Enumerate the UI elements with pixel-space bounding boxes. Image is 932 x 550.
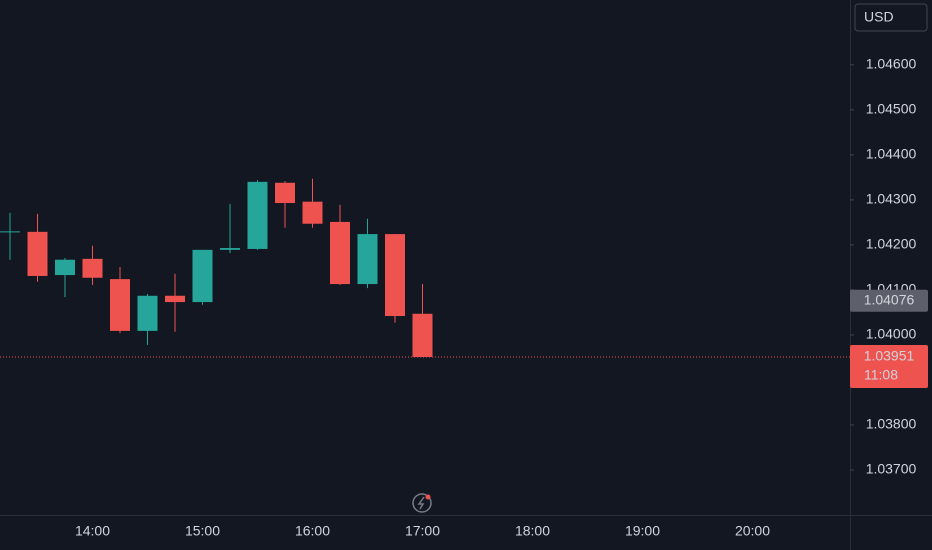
x-tick-label: 18:00 xyxy=(515,523,550,539)
y-tick-label: 1.04300 xyxy=(866,191,917,207)
y-tick-label: 1.04000 xyxy=(866,326,917,342)
candle-body xyxy=(27,231,48,276)
y-tick-label: 1.04200 xyxy=(866,236,917,252)
y-tick-label: 1.04500 xyxy=(866,101,917,117)
currency[interactable]: USD xyxy=(864,9,894,25)
last-price-box xyxy=(850,344,928,388)
x-tick-label: 20:00 xyxy=(735,523,770,539)
marker-price-label: 1.04076 xyxy=(864,291,915,307)
y-tick-label: 1.03700 xyxy=(866,461,917,477)
candle-body xyxy=(275,182,295,204)
x-tick-label: 16:00 xyxy=(295,523,330,539)
candle-body xyxy=(302,201,323,224)
x-tick-label: 19:00 xyxy=(625,523,660,539)
candle-body xyxy=(110,279,130,331)
candle-body xyxy=(82,258,103,278)
candle-body xyxy=(192,249,213,303)
x-tick-label: 17:00 xyxy=(405,523,440,539)
candle-body xyxy=(220,248,240,250)
candle-body xyxy=(137,295,158,331)
y-tick-label: 1.03800 xyxy=(866,416,917,432)
candle-body xyxy=(385,234,405,317)
x-tick-label: 14:00 xyxy=(75,523,110,539)
candle-body xyxy=(165,295,185,303)
candle-body xyxy=(330,221,350,285)
y-tick-label: 1.04400 xyxy=(866,146,917,162)
candle-body xyxy=(55,259,75,276)
currency-button[interactable] xyxy=(854,3,928,32)
x-tick-label: 15:00 xyxy=(185,523,220,539)
last-price-label: 1.03951 xyxy=(864,348,915,364)
replay-icon[interactable] xyxy=(412,493,432,513)
candle-body xyxy=(412,313,433,357)
candle-body xyxy=(357,234,378,285)
candle-body xyxy=(247,181,268,249)
y-tick-label: 1.04600 xyxy=(866,56,917,72)
countdown-label: 11:08 xyxy=(864,367,898,383)
marker-price-box xyxy=(850,289,928,312)
